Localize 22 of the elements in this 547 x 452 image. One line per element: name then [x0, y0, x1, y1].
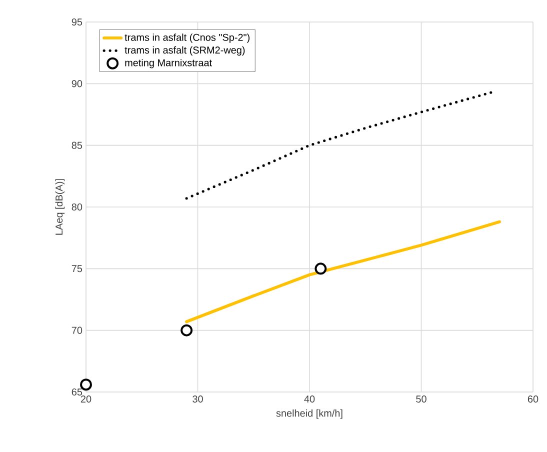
legend-label: trams in asfalt (Cnos "Sp-2"): [124, 34, 250, 43]
x-tick-label: 60: [528, 396, 538, 403]
y-axis-title: LAeq [dB(A)]: [55, 179, 65, 235]
point: [314, 262, 327, 275]
y-tick-label: 90: [72, 80, 82, 88]
line-series: [185, 220, 501, 324]
line-series: [185, 91, 493, 200]
y-tick-label: 85: [72, 142, 82, 149]
y-tick-label: 80: [72, 203, 82, 211]
legend-label: trams in asfalt (SRM2-weg): [124, 46, 245, 56]
y-tick-label: 65: [72, 388, 82, 396]
y-tick-label: 95: [72, 18, 82, 26]
x-tick-label: 30: [192, 396, 203, 403]
legend-label: meting Marnixstraat: [125, 58, 212, 68]
x-tick-label: 50: [416, 396, 426, 403]
point: [80, 378, 92, 391]
point: [180, 324, 193, 336]
x-tick-label: 20: [80, 396, 92, 403]
x-tick-label: 40: [304, 396, 315, 403]
y-tick-label: 75: [72, 265, 82, 272]
x-axis-title: snelheid [km/h]: [276, 409, 342, 419]
y-tick-label: 70: [72, 326, 82, 334]
